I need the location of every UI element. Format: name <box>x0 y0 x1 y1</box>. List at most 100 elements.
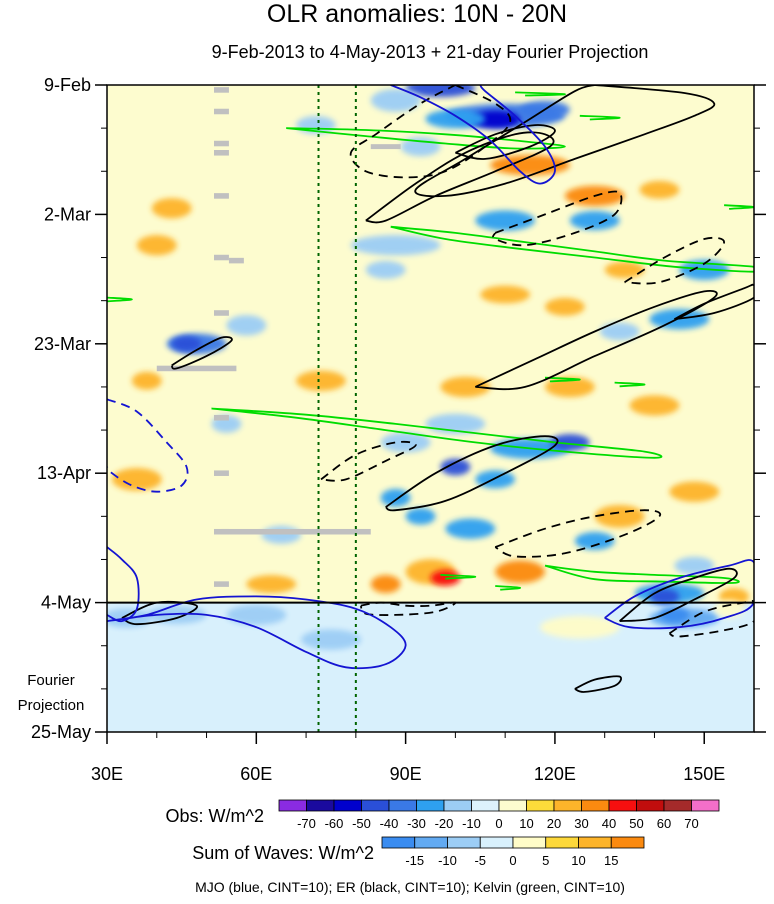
obs-colorbar-swatch-9 <box>526 799 555 812</box>
waves-colorbar-swatch-5 <box>545 836 579 849</box>
anomaly-blob-30 <box>111 467 162 491</box>
anomaly-blob-38 <box>495 560 545 584</box>
y-tick-label-5: 25-May <box>31 722 91 742</box>
anomaly-blob-14 <box>365 260 406 279</box>
anomaly-blob-10 <box>639 180 680 199</box>
missing-data-cells <box>156 87 401 587</box>
anomaly-blob-0 <box>405 85 476 98</box>
anomaly-blob-53 <box>480 285 531 304</box>
x-tick-label-4: 150E <box>683 764 725 784</box>
obs-colorbar-tick-4: -30 <box>407 816 426 831</box>
y-tick-label-3: 13-Apr <box>37 463 91 483</box>
obs-colorbar-swatch-6 <box>443 799 472 812</box>
anomaly-blob-20 <box>226 315 267 336</box>
obs-colorbar-tick-5: -20 <box>435 816 454 831</box>
kelvin-contour-3 <box>544 564 740 584</box>
obs-colorbar-swatch-5 <box>416 799 445 812</box>
waves-colorbar-tick-5: 10 <box>571 853 585 868</box>
waves-colorbar-swatch-7 <box>610 836 645 849</box>
er-contour-5 <box>624 236 725 285</box>
waves-colorbar-label: Sum of Waves: W/m^2 <box>192 843 374 863</box>
anomaly-blob-22 <box>440 376 491 398</box>
y-tick-label-0: 9-Feb <box>44 75 91 95</box>
forecast-label-line-2: Projection <box>18 697 85 714</box>
anomaly-blob-21 <box>296 370 346 391</box>
obs-colorbar-swatch-14 <box>663 799 692 812</box>
chart-title: OLR anomalies: 10N - 20N <box>267 0 567 28</box>
missing-cell-1 <box>214 108 229 115</box>
anomaly-blob-27 <box>549 434 590 451</box>
missing-cell-8 <box>156 365 237 372</box>
er-contour-7 <box>474 290 718 391</box>
chart-subtitle: 9-Feb-2013 to 4-May-2013 + 21-day Fourie… <box>212 42 649 62</box>
plot-frame <box>106 84 755 733</box>
obs-colorbar-tick-3: -40 <box>380 816 399 831</box>
er-contour-16 <box>574 675 622 693</box>
obs-colorbar-tick-2: -50 <box>352 816 371 831</box>
obs-colorbar-swatch-15 <box>691 799 720 812</box>
anomaly-blob-47 <box>131 371 162 390</box>
anomaly-blob-31 <box>380 488 411 507</box>
er-contour-2 <box>365 131 555 224</box>
obs-colorbar-swatch-8 <box>498 799 527 812</box>
anomaly-blob-5 <box>370 89 421 112</box>
kelvin-contour-9 <box>440 574 477 580</box>
missing-cell-7 <box>214 310 229 316</box>
waves-colorbar-tick-6: 15 <box>604 853 618 868</box>
missing-cell-4 <box>214 193 229 199</box>
waves-colorbar-tick-2: -5 <box>474 853 486 868</box>
y-tick-label-2: 23-Mar <box>34 334 91 354</box>
anomaly-blob-12 <box>475 210 536 231</box>
kelvin-contour-7 <box>544 376 581 383</box>
er-contour-14 <box>619 567 738 622</box>
er-contour-4 <box>492 190 623 247</box>
x-tick-label-0: 30E <box>91 764 123 784</box>
missing-cell-14 <box>370 144 401 150</box>
anomaly-blob-58 <box>659 607 690 623</box>
er-contour-15 <box>668 599 754 638</box>
x-tick-label-2: 90E <box>390 764 422 784</box>
er-contour-3 <box>455 124 556 160</box>
anomaly-blob-17 <box>599 322 640 341</box>
waves-colorbar-tick-1: -10 <box>438 853 457 868</box>
obs-colorbar-tick-10: 30 <box>574 816 588 831</box>
obs-colorbar-tick-14: 70 <box>684 816 698 831</box>
obs-colorbar-tick-13: 60 <box>657 816 671 831</box>
anomaly-blob-51 <box>669 481 720 502</box>
obs-colorbar: Obs: W/m^2 -70 -60 -50 -40 -30 -20 -10 0 10 20 30 4… <box>166 799 720 831</box>
missing-cell-3 <box>214 150 229 156</box>
anomaly-blob-50 <box>629 395 680 416</box>
forecast-label-line-1: Fourier <box>27 672 75 689</box>
missing-cell-13 <box>214 581 229 587</box>
waves-colorbar-swatch-0 <box>381 836 416 849</box>
waves-colorbar-swatch-2 <box>447 836 481 849</box>
x-tick-label-1: 60E <box>240 764 272 784</box>
er-contour-11 <box>494 509 662 558</box>
obs-colorbar-tick-9: 20 <box>547 816 561 831</box>
kelvin-contour-10 <box>495 585 522 591</box>
waves-colorbar: Sum of Waves: W/m^2 -15 -10 -5 0 5 10 15 <box>192 836 645 868</box>
obs-colorbar-tick-8: 10 <box>519 816 533 831</box>
waves-colorbar-swatch-1 <box>414 836 448 849</box>
er-contour-9 <box>320 440 417 482</box>
obs-colorbar-tick-0: -70 <box>297 816 316 831</box>
mjo-contour-3 <box>107 595 407 670</box>
missing-cell-2 <box>214 140 229 147</box>
er-contour-8 <box>170 336 233 370</box>
anomaly-blob-49 <box>544 297 585 316</box>
mjo-contour-1 <box>107 398 189 493</box>
obs-colorbar-swatch-0 <box>278 799 307 812</box>
obs-colorbar-tick-1: -60 <box>325 816 344 831</box>
anomaly-blob-28 <box>440 458 471 476</box>
anomaly-blob-62 <box>226 604 287 626</box>
anomaly-blob-33 <box>445 518 496 539</box>
anomaly-blob-2 <box>470 110 521 129</box>
waves-colorbar-tick-0: -15 <box>405 853 424 868</box>
kelvin-contour-6 <box>579 114 621 121</box>
missing-cell-9 <box>214 414 229 421</box>
mjo-contour-0 <box>390 85 556 185</box>
obs-colorbar-swatch-12 <box>608 799 637 812</box>
obs-colorbar-swatch-10 <box>553 799 582 812</box>
